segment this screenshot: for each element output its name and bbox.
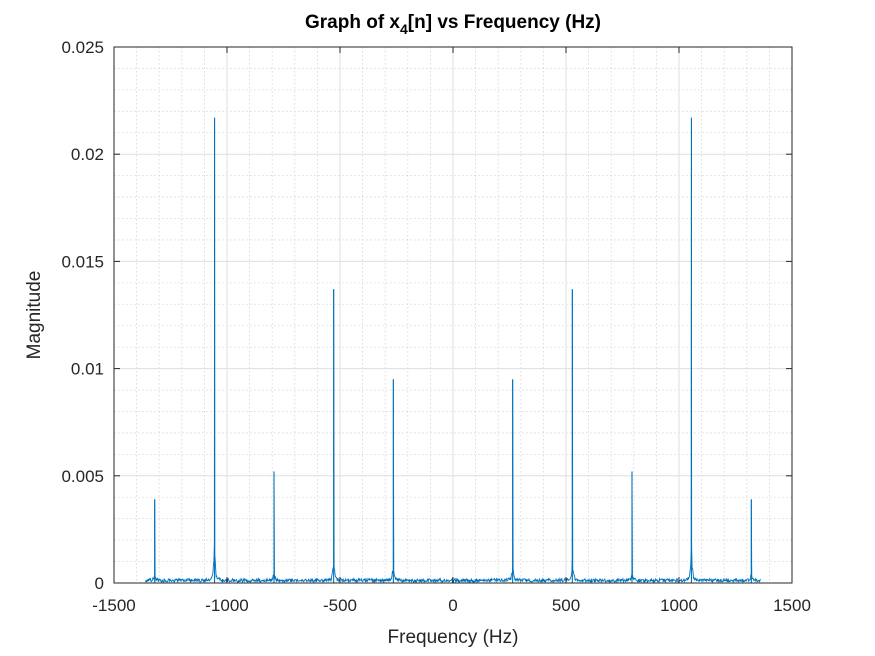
y-tick-label: 0 [95,574,104,593]
x-tick-label: 1000 [660,596,698,615]
x-axis-label: Frequency (Hz) [388,627,519,648]
y-axis-ticks: 0 0.005 0.01 0.015 0.02 0.025 [61,38,792,593]
x-tick-label: -1000 [205,596,248,615]
y-axis-label: Magnitude [24,271,45,360]
x-axis-ticks: -1500 -1000 -500 0 500 1000 1500 [92,47,811,615]
y-tick-label: 0.01 [71,360,104,379]
x-tick-label: 1500 [773,596,811,615]
y-tick-label: 0.005 [61,467,104,486]
chart-title: Graph of x4[n] vs Frequency (Hz) [305,12,601,37]
x-tick-label: 0 [448,596,457,615]
y-tick-label: 0.02 [71,145,104,164]
y-tick-label: 0.015 [61,252,104,271]
title-prefix: Graph of x [305,12,400,33]
x-tick-label: -1500 [92,596,135,615]
x-tick-label: 500 [552,596,580,615]
title-suffix: [n] vs Frequency (Hz) [408,12,601,33]
x-tick-label: -500 [323,596,357,615]
title-subscript: 4 [400,21,408,37]
y-tick-label: 0.025 [61,38,104,57]
